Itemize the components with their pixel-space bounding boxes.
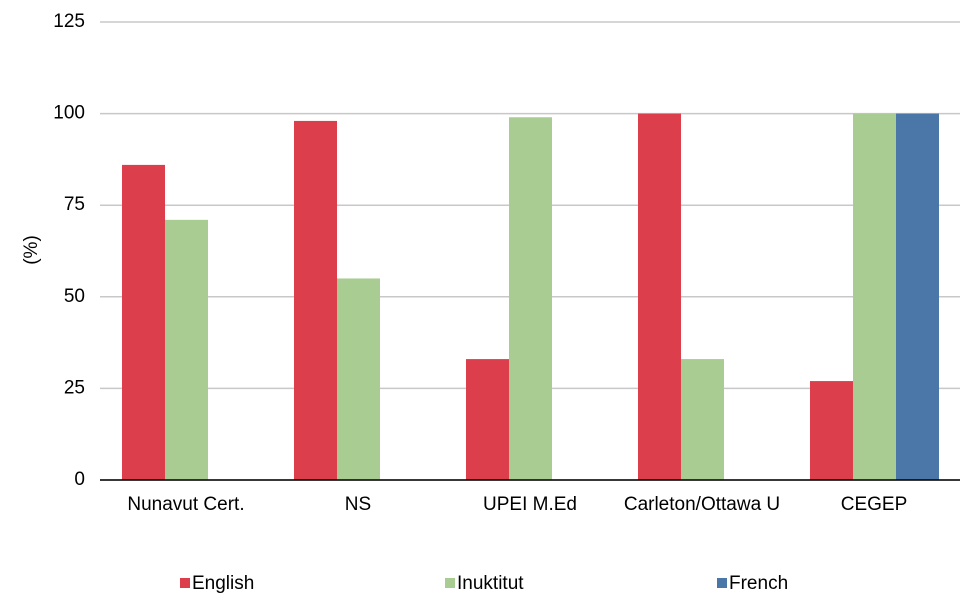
bar bbox=[337, 278, 380, 480]
legend-label: English bbox=[192, 573, 254, 594]
x-tick-label: Nunavut Cert. bbox=[127, 494, 244, 515]
bar bbox=[638, 113, 681, 480]
x-tick-label: UPEI M.Ed bbox=[483, 494, 577, 515]
bar bbox=[294, 120, 337, 480]
y-tick-label: 100 bbox=[53, 103, 85, 124]
bar bbox=[853, 113, 896, 480]
legend-label: Inuktitut bbox=[457, 573, 524, 594]
bar bbox=[122, 164, 165, 480]
y-tick-label: 75 bbox=[64, 194, 85, 215]
y-axis-label: (%) bbox=[21, 235, 42, 265]
bar bbox=[509, 117, 552, 480]
bar bbox=[165, 219, 208, 480]
legend-swatch bbox=[180, 578, 190, 588]
legend-swatch bbox=[717, 578, 727, 588]
legend-label: French bbox=[729, 573, 788, 594]
y-tick-label: 0 bbox=[74, 469, 85, 490]
y-tick-label: 125 bbox=[53, 11, 85, 32]
bar bbox=[896, 113, 939, 480]
x-tick-label: CEGEP bbox=[841, 494, 908, 515]
bar bbox=[810, 381, 853, 480]
y-tick-label: 25 bbox=[64, 377, 85, 398]
legend-swatch bbox=[445, 578, 455, 588]
bar bbox=[681, 359, 724, 480]
x-tick-label: Carleton/Ottawa U bbox=[624, 494, 780, 515]
bar bbox=[466, 359, 509, 480]
x-tick-label: NS bbox=[345, 494, 371, 515]
y-tick-label: 50 bbox=[64, 286, 85, 307]
